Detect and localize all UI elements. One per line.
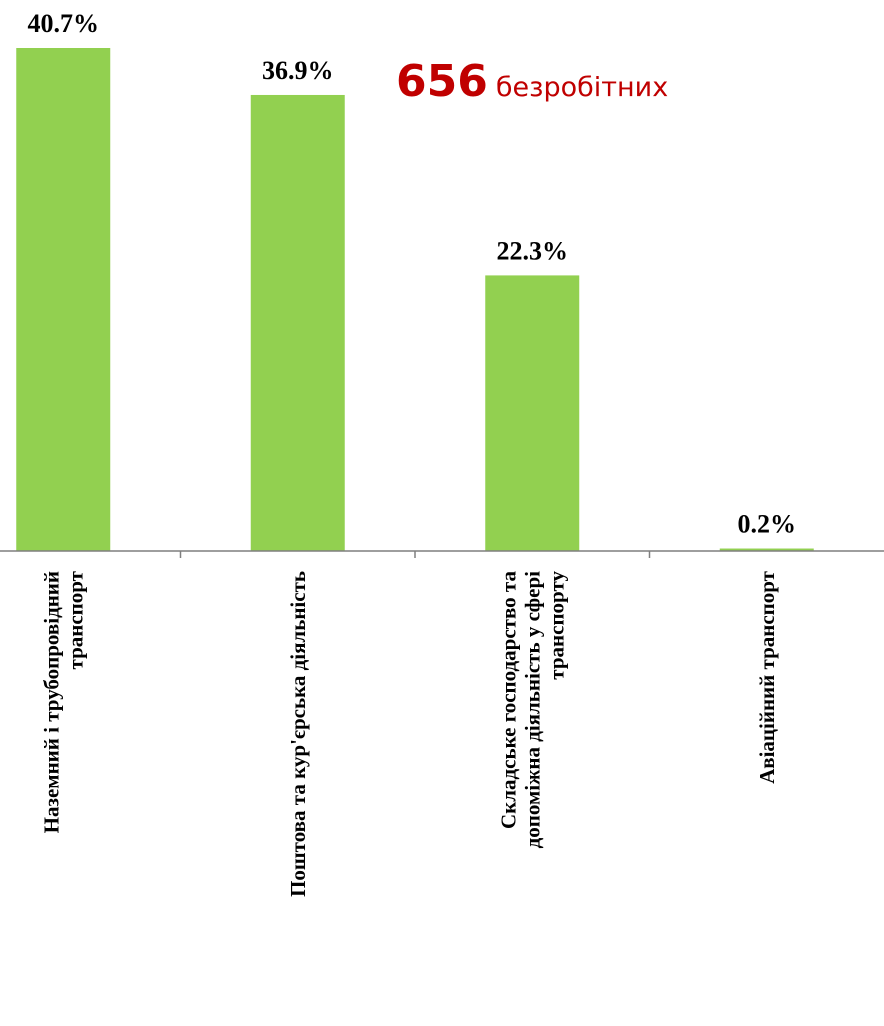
category-label-4: Авіаційний транспорт <box>755 570 779 784</box>
data-label-1: 40.7% <box>28 9 100 38</box>
category-label-2: Поштова та кур'єрська діяльність <box>286 571 310 897</box>
category-label-1-line-1: Наземний і трубопровідний <box>39 571 63 833</box>
bar-3 <box>485 275 580 551</box>
bar-2 <box>250 94 345 552</box>
data-label-4: 0.2% <box>738 510 797 539</box>
data-label-3: 22.3% <box>497 236 569 265</box>
bar-4 <box>719 548 814 551</box>
category-label-3-line-2: допоміжна діяльність у сфері <box>520 571 544 848</box>
unemployed-callout: 656 безробітних <box>396 56 668 107</box>
unemployed-count: 656 <box>396 56 488 107</box>
bars-group <box>16 48 814 552</box>
bar-1 <box>16 48 111 551</box>
category-label-1-line-2: транспорт <box>63 570 87 669</box>
data-label-2: 36.9% <box>262 56 334 85</box>
category-label-3-line-3: транспорту <box>544 571 568 680</box>
category-labels-group: Наземний і трубопровідний транспорт Поштов… <box>39 570 779 897</box>
category-label-3: Складське господарство та допоміжна діяль… <box>496 571 568 849</box>
x-axis-ticks-group <box>179 551 651 558</box>
category-label-2-line-1: Поштова та кур'єрська діяльність <box>286 571 310 897</box>
category-label-1: Наземний і трубопровідний транспорт <box>39 570 87 833</box>
category-label-3-line-1: Складське господарство та <box>496 571 520 830</box>
unemployed-label: безробітних <box>495 72 669 103</box>
category-label-4-line-1: Авіаційний транспорт <box>755 570 779 784</box>
data-labels-group: 40.7% 36.9% 22.3% 0.2% <box>28 9 797 539</box>
